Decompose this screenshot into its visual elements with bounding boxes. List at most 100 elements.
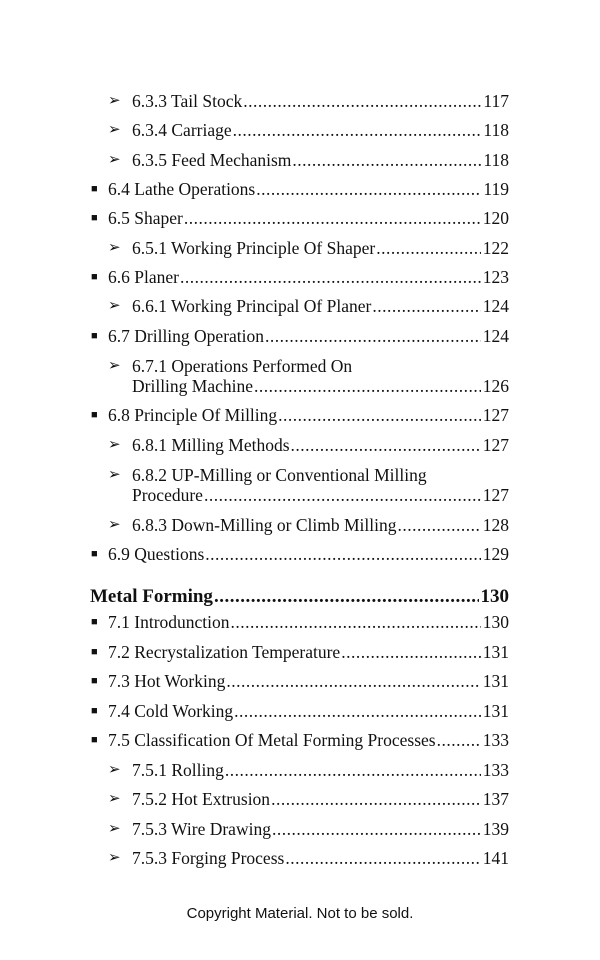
toc-entry[interactable]: ■ 6.8 Principle Of Milling 127 xyxy=(91,404,509,426)
arrow-bullet-icon: ➢ xyxy=(108,437,121,453)
toc-entry[interactable]: ■ 6.5 Shaper 120 xyxy=(91,207,509,229)
dot-leader xyxy=(341,641,481,663)
toc-entry-title: 6.3.3 Tail Stock xyxy=(132,91,243,111)
toc-entry-title: 7.1 Introdunction xyxy=(108,612,230,632)
toc-page-number: 130 xyxy=(480,586,510,607)
dot-leader xyxy=(234,700,481,722)
toc-entry[interactable]: ■ 6.9 Questions 129 xyxy=(91,543,509,565)
toc-entry[interactable]: ➢ 7.5.2 Hot Extrusion 137 xyxy=(108,788,509,810)
square-bullet-icon: ■ xyxy=(91,646,98,658)
square-bullet-icon: ■ xyxy=(91,548,98,560)
toc-page-number: 122 xyxy=(482,238,509,258)
toc-entry[interactable]: ■ 6.6 Planer 123 xyxy=(91,266,509,288)
square-bullet-icon: ■ xyxy=(91,675,98,687)
arrow-bullet-icon: ➢ xyxy=(108,762,121,778)
square-bullet-icon: ■ xyxy=(91,183,98,195)
toc-page-number: 124 xyxy=(482,326,509,346)
toc-entry[interactable]: ➢ 6.8.3 Down-Milling or Climb Milling 128 xyxy=(108,514,509,536)
toc-entry-title: 7.5.2 Hot Extrusion xyxy=(132,789,271,809)
dot-leader xyxy=(231,611,481,633)
toc-entry[interactable]: ➢ 6.6.1 Working Principal Of Planer 124 xyxy=(108,295,509,317)
arrow-bullet-icon: ➢ xyxy=(108,358,121,374)
square-bullet-icon: ■ xyxy=(91,409,98,421)
toc-entry[interactable]: ■ 6.4 Lathe Operations 119 xyxy=(91,178,509,200)
dot-leader xyxy=(291,434,481,456)
dot-leader xyxy=(376,237,481,259)
toc-page-number: 137 xyxy=(482,789,509,809)
toc-entry[interactable]: Metal Forming 130 xyxy=(90,586,509,608)
toc-entry[interactable]: ■ 7.4 Cold Working 131 xyxy=(91,700,509,722)
toc-entry[interactable]: ➢ 6.3.5 Feed Mechanism 118 xyxy=(108,149,509,171)
copyright-notice: Copyright Material. Not to be sold. xyxy=(186,905,414,922)
arrow-bullet-icon: ➢ xyxy=(108,850,121,866)
toc-entry-title: 6.8 Principle Of Milling xyxy=(108,405,278,425)
dot-leader xyxy=(204,484,481,506)
toc-entry-title: 6.8.1 Milling Methods xyxy=(132,435,290,455)
dot-leader xyxy=(233,119,482,141)
dot-leader xyxy=(437,729,481,751)
dot-leader xyxy=(272,818,481,840)
toc-page-number: 129 xyxy=(482,544,509,564)
toc-page-number: 131 xyxy=(482,701,509,721)
toc-entry[interactable]: ➢ 7.5.3 Wire Drawing 139 xyxy=(108,818,509,840)
dot-leader xyxy=(265,325,481,347)
toc-entry-title: Metal Forming xyxy=(90,586,213,607)
toc-page-number: 124 xyxy=(482,296,509,316)
toc-entry-title: 6.3.4 Carriage xyxy=(132,120,232,140)
toc-entry-title: 6.8.3 Down-Milling or Climb Milling xyxy=(132,515,397,535)
toc-entry[interactable]: ➢ 7.5.1 Rolling 133 xyxy=(108,759,509,781)
toc-entry[interactable]: ■ 7.5 Classification Of Metal Forming Pro… xyxy=(91,729,509,751)
toc-page-number: 127 xyxy=(482,485,509,505)
toc-entry[interactable]: ➢ 7.5.3 Forging Process 141 xyxy=(108,847,509,869)
toc-entry[interactable]: ■ 7.3 Hot Working 131 xyxy=(91,670,509,692)
toc-page-number: 119 xyxy=(483,179,509,199)
toc-entry-title: 7.5.1 Rolling xyxy=(132,760,224,780)
toc-entry[interactable]: ■ 6.7 Drilling Operation 124 xyxy=(91,325,509,347)
toc-entry[interactable]: ➢ 6.8.1 Milling Methods 127 xyxy=(108,434,509,456)
dot-leader xyxy=(278,404,481,426)
toc-entry[interactable]: Procedure 127 xyxy=(132,484,509,506)
toc-entry[interactable]: ➢ 6.3.4 Carriage 118 xyxy=(108,119,509,141)
square-bullet-icon: ■ xyxy=(91,616,98,628)
toc-page-number: 133 xyxy=(482,730,509,750)
toc-entry[interactable]: ➢ 6.5.1 Working Principle Of Shaper 122 xyxy=(108,237,509,259)
square-bullet-icon: ■ xyxy=(91,212,98,224)
toc-entry-title: 7.4 Cold Working xyxy=(108,701,234,721)
toc-entry[interactable]: Drilling Machine 126 xyxy=(132,375,509,397)
toc-entry-title: 6.9 Questions xyxy=(108,544,205,564)
square-bullet-icon: ■ xyxy=(91,271,98,283)
toc-page-number: 133 xyxy=(482,760,509,780)
toc-entry[interactable]: ■ 7.1 Introdunction 130 xyxy=(91,611,509,633)
toc-page-number: 131 xyxy=(482,671,509,691)
toc-page-number: 139 xyxy=(482,819,509,839)
arrow-bullet-icon: ➢ xyxy=(108,517,121,533)
dot-leader xyxy=(397,514,480,536)
arrow-bullet-icon: ➢ xyxy=(108,467,121,483)
toc-entry-title: 7.2 Recrystalization Temperature xyxy=(108,642,341,662)
arrow-bullet-icon: ➢ xyxy=(108,791,121,807)
toc-entry-title: 7.5 Classification Of Metal Forming Proc… xyxy=(108,730,436,750)
dot-leader xyxy=(180,266,481,288)
dot-leader xyxy=(372,295,480,317)
toc-page-number: 117 xyxy=(483,91,509,111)
toc-page-number: 126 xyxy=(482,376,509,396)
toc-entry-title: 6.4 Lathe Operations xyxy=(108,179,256,199)
toc-entry-title-line1: 6.7.1 Operations Performed On ➢ xyxy=(108,356,353,376)
toc-entry[interactable]: ➢ 6.3.3 Tail Stock 117 xyxy=(108,90,509,112)
toc-entry-title: 6.6.1 Working Principal Of Planer xyxy=(132,296,372,316)
toc-entry-title: 6.7 Drilling Operation xyxy=(108,326,265,346)
dot-leader xyxy=(285,847,480,869)
toc-entry-title: 6.6 Planer xyxy=(108,267,179,287)
arrow-bullet-icon: ➢ xyxy=(108,821,121,837)
toc-entry-title: 7.3 Hot Working xyxy=(108,671,226,691)
toc-page-number: 127 xyxy=(482,435,509,455)
dot-leader xyxy=(254,375,481,397)
toc-entry[interactable]: ■ 7.2 Recrystalization Temperature 131 xyxy=(91,641,509,663)
arrow-bullet-icon: ➢ xyxy=(108,298,121,314)
toc-page-number: 118 xyxy=(483,150,509,170)
toc-entry-title: 7.5.3 Forging Process xyxy=(132,848,285,868)
dot-leader xyxy=(271,788,481,810)
dot-leader xyxy=(226,670,480,692)
toc-entry-title: 6.3.5 Feed Mechanism xyxy=(132,150,292,170)
dot-leader xyxy=(256,178,481,200)
